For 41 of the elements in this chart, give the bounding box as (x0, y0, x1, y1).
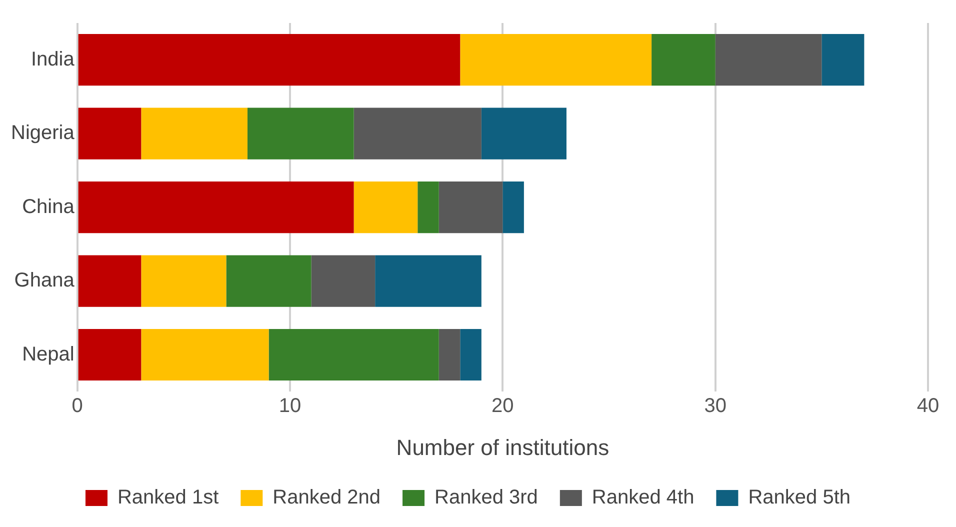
bar (438, 328, 460, 381)
bar (78, 328, 142, 381)
y-tick-label: Nigeria (11, 122, 76, 144)
bar (311, 255, 376, 307)
x-axis-title: Number of institutions (396, 434, 610, 460)
bar (268, 328, 439, 381)
x-tick-label: 20 (492, 395, 514, 418)
legend-label: Ranked 5th (748, 486, 851, 509)
bar (502, 182, 524, 234)
bar (78, 108, 142, 160)
bar (247, 108, 354, 160)
bar (481, 108, 566, 160)
bar (375, 255, 482, 307)
x-tick-label: 10 (278, 395, 302, 418)
x-tick-label: 40 (916, 395, 940, 418)
bar (78, 255, 142, 307)
bar (652, 34, 716, 86)
x-tick-label: 0 (72, 395, 83, 418)
bar (460, 34, 652, 86)
x-tick-label: 30 (704, 395, 726, 418)
bar (141, 108, 248, 160)
y-tick-label: China (22, 196, 76, 218)
bar (438, 182, 503, 234)
bar (715, 34, 822, 86)
bar (418, 182, 439, 234)
y-tick-label: Nepal (22, 343, 74, 366)
bar (78, 182, 354, 234)
bar (78, 34, 460, 86)
bar (354, 108, 482, 160)
bar (141, 328, 269, 381)
bar (354, 182, 418, 234)
legend-label: Ranked 2nd (272, 486, 381, 509)
y-tick-label: Ghana (14, 270, 76, 292)
bar (460, 328, 482, 381)
bar (226, 255, 312, 307)
bar (141, 255, 226, 307)
legend-label: Ranked 4th (592, 486, 694, 509)
legend-label: Ranked 3rd (434, 486, 538, 509)
y-tick-label: India (30, 48, 76, 70)
bar (822, 34, 864, 86)
legend-label: Ranked 1st (117, 486, 220, 509)
